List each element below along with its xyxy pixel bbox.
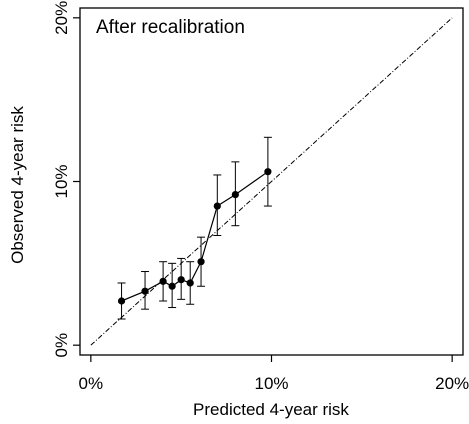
x-tick-label: 20% <box>435 374 469 393</box>
data-point <box>197 258 205 266</box>
data-point <box>264 168 272 176</box>
y-tick-label: 20% <box>52 1 71 35</box>
data-point <box>117 297 126 305</box>
x-tick-label: 10% <box>254 374 288 393</box>
y-axis-title: Observed 4-year risk <box>8 106 27 264</box>
data-point <box>213 202 221 210</box>
y-tick-label: 0% <box>52 333 71 358</box>
data-point <box>186 279 194 287</box>
reference-diagonal-line <box>90 17 453 346</box>
data-point <box>168 282 176 290</box>
data-point <box>177 276 185 284</box>
series-line <box>121 171 269 302</box>
y-tick-label: 10% <box>52 164 71 198</box>
data-point <box>231 190 239 199</box>
data-point <box>159 277 167 285</box>
x-tick-label: 0% <box>79 374 104 393</box>
data-point <box>141 287 149 295</box>
x-axis-title: Predicted 4-year risk <box>193 400 349 419</box>
chart-title: After recalibration <box>96 17 245 38</box>
